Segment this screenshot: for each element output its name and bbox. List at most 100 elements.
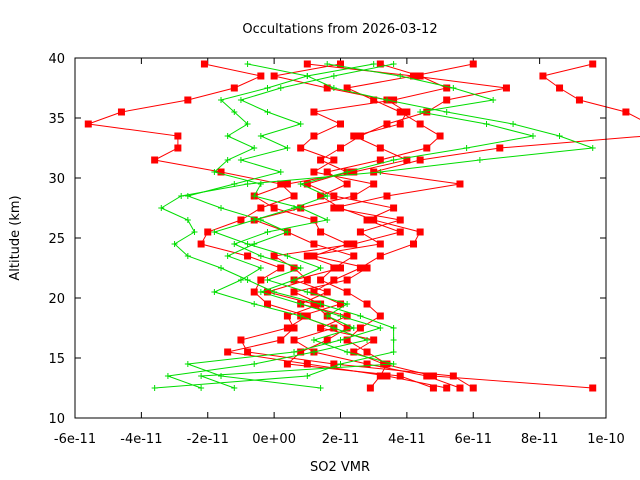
data-point-square (370, 168, 378, 176)
data-point-plus (224, 157, 231, 163)
x-tick-label: -6e-11 (54, 432, 96, 447)
data-point-square (330, 156, 338, 164)
data-point-plus (483, 121, 490, 127)
data-point-square (330, 204, 338, 212)
data-point-square (290, 264, 298, 272)
data-point-plus (337, 313, 344, 319)
data-point-square (84, 120, 92, 128)
data-point-plus (529, 133, 536, 139)
data-point-square (303, 312, 311, 320)
data-point-plus (297, 301, 304, 307)
data-point-square (343, 336, 351, 344)
series-line (292, 63, 461, 389)
x-tick-label: 1e-10 (587, 432, 625, 447)
data-point-square (363, 216, 371, 224)
data-point-square (456, 384, 464, 392)
data-point-plus (589, 145, 596, 151)
series-profile-green-3 (184, 61, 536, 391)
data-point-plus (257, 289, 264, 295)
series-line (227, 63, 447, 389)
data-point-square (350, 168, 358, 176)
data-point-plus (317, 265, 324, 271)
data-point-square (376, 144, 384, 152)
series-profile-green-1 (151, 61, 596, 391)
series-profile-red-2 (84, 60, 477, 392)
x-tick-label: 8e-11 (521, 432, 559, 447)
data-point-square (363, 300, 371, 308)
data-point-square (303, 360, 311, 368)
data-point-square (343, 288, 351, 296)
data-point-square (363, 360, 371, 368)
data-point-square (416, 228, 424, 236)
y-tick-label: 40 (48, 52, 65, 67)
y-axis-label: Altitude (km) (8, 195, 23, 280)
data-point-plus (390, 349, 397, 355)
data-point-square (429, 384, 437, 392)
series-profile-green-2 (164, 61, 397, 391)
series-profile-red-5 (263, 60, 510, 392)
data-point-square (469, 384, 477, 392)
data-point-plus (178, 193, 185, 199)
data-point-plus (304, 373, 311, 379)
data-point-square (416, 120, 424, 128)
data-point-square (376, 312, 384, 320)
data-point-square (396, 120, 404, 128)
data-point-plus (310, 349, 317, 355)
data-point-plus (443, 109, 450, 115)
series-line (88, 63, 474, 389)
data-point-plus (271, 289, 278, 295)
data-point-square (224, 348, 232, 356)
data-point-square (337, 300, 344, 308)
data-point-plus (344, 301, 351, 307)
x-axis-label: SO2 VMR (310, 460, 370, 475)
axis-ticks: -6e-11 -4e-11 -2e-11 0e+00 2e-11 4e-11 6e-11 8e… (48, 52, 624, 447)
data-point-plus (257, 133, 264, 139)
data-point-square (263, 288, 271, 296)
data-point-square (403, 156, 411, 164)
data-point-square (200, 60, 208, 68)
data-point-square (343, 276, 351, 284)
data-point-plus (390, 157, 397, 163)
data-point-square (244, 252, 252, 260)
data-point-square (310, 240, 318, 248)
data-point-square (323, 288, 331, 296)
data-point-square (204, 228, 212, 236)
data-point-plus (357, 313, 364, 319)
data-point-square (396, 228, 404, 236)
y-tick-label: 15 (48, 352, 65, 367)
data-point-square (283, 180, 291, 188)
data-point-square (330, 360, 338, 368)
data-point-plus (251, 361, 258, 367)
data-point-plus (344, 349, 351, 355)
data-point-square (184, 96, 192, 104)
data-point-plus (224, 133, 231, 139)
y-tick-label: 10 (48, 412, 65, 427)
data-point-square (376, 372, 384, 380)
data-point-square (423, 108, 431, 116)
data-point-square (376, 156, 384, 164)
data-point-square (350, 348, 358, 356)
data-point-plus (184, 193, 191, 199)
data-point-square (556, 84, 564, 92)
data-point-square (456, 180, 464, 188)
data-point-plus (390, 325, 397, 331)
data-point-square (575, 96, 583, 104)
y-tick-label: 35 (48, 112, 65, 127)
data-point-square (416, 156, 424, 164)
data-point-square (323, 84, 331, 92)
data-point-square (429, 372, 437, 380)
data-point-square (502, 84, 510, 92)
data-point-square (217, 168, 225, 176)
data-point-plus (364, 337, 371, 343)
data-point-square (277, 336, 285, 344)
data-point-square (257, 276, 265, 284)
data-point-square (337, 144, 344, 152)
series-line (154, 63, 593, 389)
series-line (200, 63, 394, 389)
data-point-plus (257, 265, 264, 271)
data-point-square (174, 132, 182, 140)
data-point-square (370, 336, 378, 344)
data-point-square (423, 372, 431, 380)
